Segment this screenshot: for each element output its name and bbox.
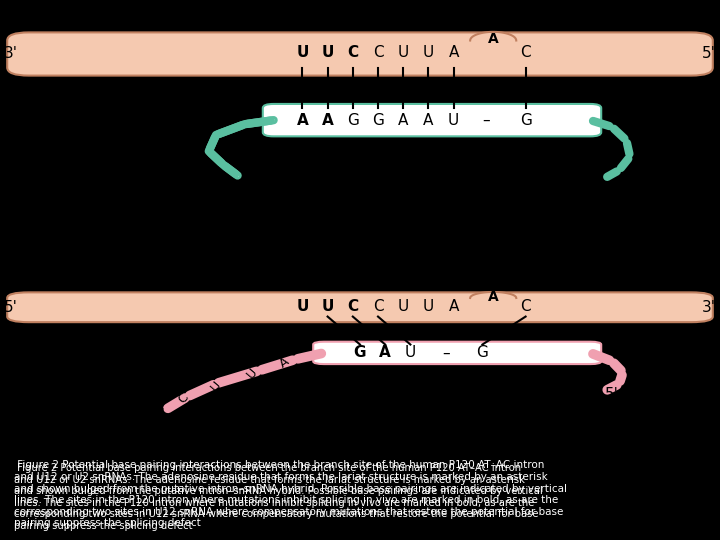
Text: C: C xyxy=(521,45,531,60)
Text: U12 snRNA: U12 snRNA xyxy=(390,141,474,156)
FancyBboxPatch shape xyxy=(7,292,713,322)
Text: A: A xyxy=(297,113,308,127)
Text: 3': 3' xyxy=(151,408,166,423)
Text: © 1996 Current Biology: © 1996 Current Biology xyxy=(29,442,162,452)
Text: Figure 2 Potential base pairing interactions between the branch site of the huma: Figure 2 Potential base pairing interact… xyxy=(14,461,567,529)
Text: A: A xyxy=(423,113,433,127)
Text: 5': 5' xyxy=(4,300,18,315)
FancyBboxPatch shape xyxy=(263,104,601,137)
Text: 3': 3' xyxy=(4,46,18,62)
Text: A: A xyxy=(277,354,292,370)
Text: U: U xyxy=(397,45,409,60)
Text: P120: P120 xyxy=(288,271,338,288)
Text: G: G xyxy=(347,113,359,127)
Text: U: U xyxy=(296,45,309,60)
Text: A: A xyxy=(449,45,459,60)
Text: A: A xyxy=(488,290,498,304)
Text: G: G xyxy=(477,346,488,360)
Text: G: G xyxy=(372,113,384,127)
Text: –: – xyxy=(443,346,450,360)
Text: G: G xyxy=(354,346,366,360)
Text: A: A xyxy=(322,113,333,127)
Text: A: A xyxy=(379,346,391,360)
Text: U: U xyxy=(321,299,334,314)
Text: A: A xyxy=(449,299,459,314)
Text: C: C xyxy=(373,45,383,60)
Text: –: – xyxy=(482,113,490,127)
Text: C: C xyxy=(347,299,359,314)
Text: Human: Human xyxy=(210,271,288,288)
Text: U: U xyxy=(405,346,416,360)
Text: 3': 3' xyxy=(230,154,245,170)
Text: *: * xyxy=(488,18,498,37)
Text: U2 snRNA: U2 snRNA xyxy=(430,378,506,393)
Text: U: U xyxy=(423,45,434,60)
FancyBboxPatch shape xyxy=(313,342,601,364)
Text: U: U xyxy=(208,379,224,394)
Text: U: U xyxy=(397,299,409,314)
Text: 5': 5' xyxy=(608,154,623,170)
Text: U: U xyxy=(321,45,334,60)
Text: Human: Human xyxy=(246,7,324,25)
Text: C: C xyxy=(521,299,531,314)
FancyBboxPatch shape xyxy=(7,32,713,76)
Text: C: C xyxy=(347,45,359,60)
Text: intron: intron xyxy=(400,271,467,288)
Text: G: G xyxy=(520,113,531,127)
Text: A: A xyxy=(398,113,408,127)
Text: U: U xyxy=(296,299,309,314)
Text: C: C xyxy=(176,391,192,406)
Text: P120: P120 xyxy=(324,7,374,25)
Text: intron: intron xyxy=(436,7,503,25)
Text: Figure 2 Potential base pairing interactions between the branch site of the huma: Figure 2 Potential base pairing interact… xyxy=(14,463,543,531)
Text: 5': 5' xyxy=(702,46,716,62)
Text: C: C xyxy=(373,299,383,314)
Text: 5': 5' xyxy=(605,387,619,402)
Text: 3': 3' xyxy=(702,300,716,315)
Text: U: U xyxy=(448,113,459,127)
Text: U: U xyxy=(423,299,434,314)
Text: U: U xyxy=(244,366,260,381)
Text: A: A xyxy=(488,32,498,46)
